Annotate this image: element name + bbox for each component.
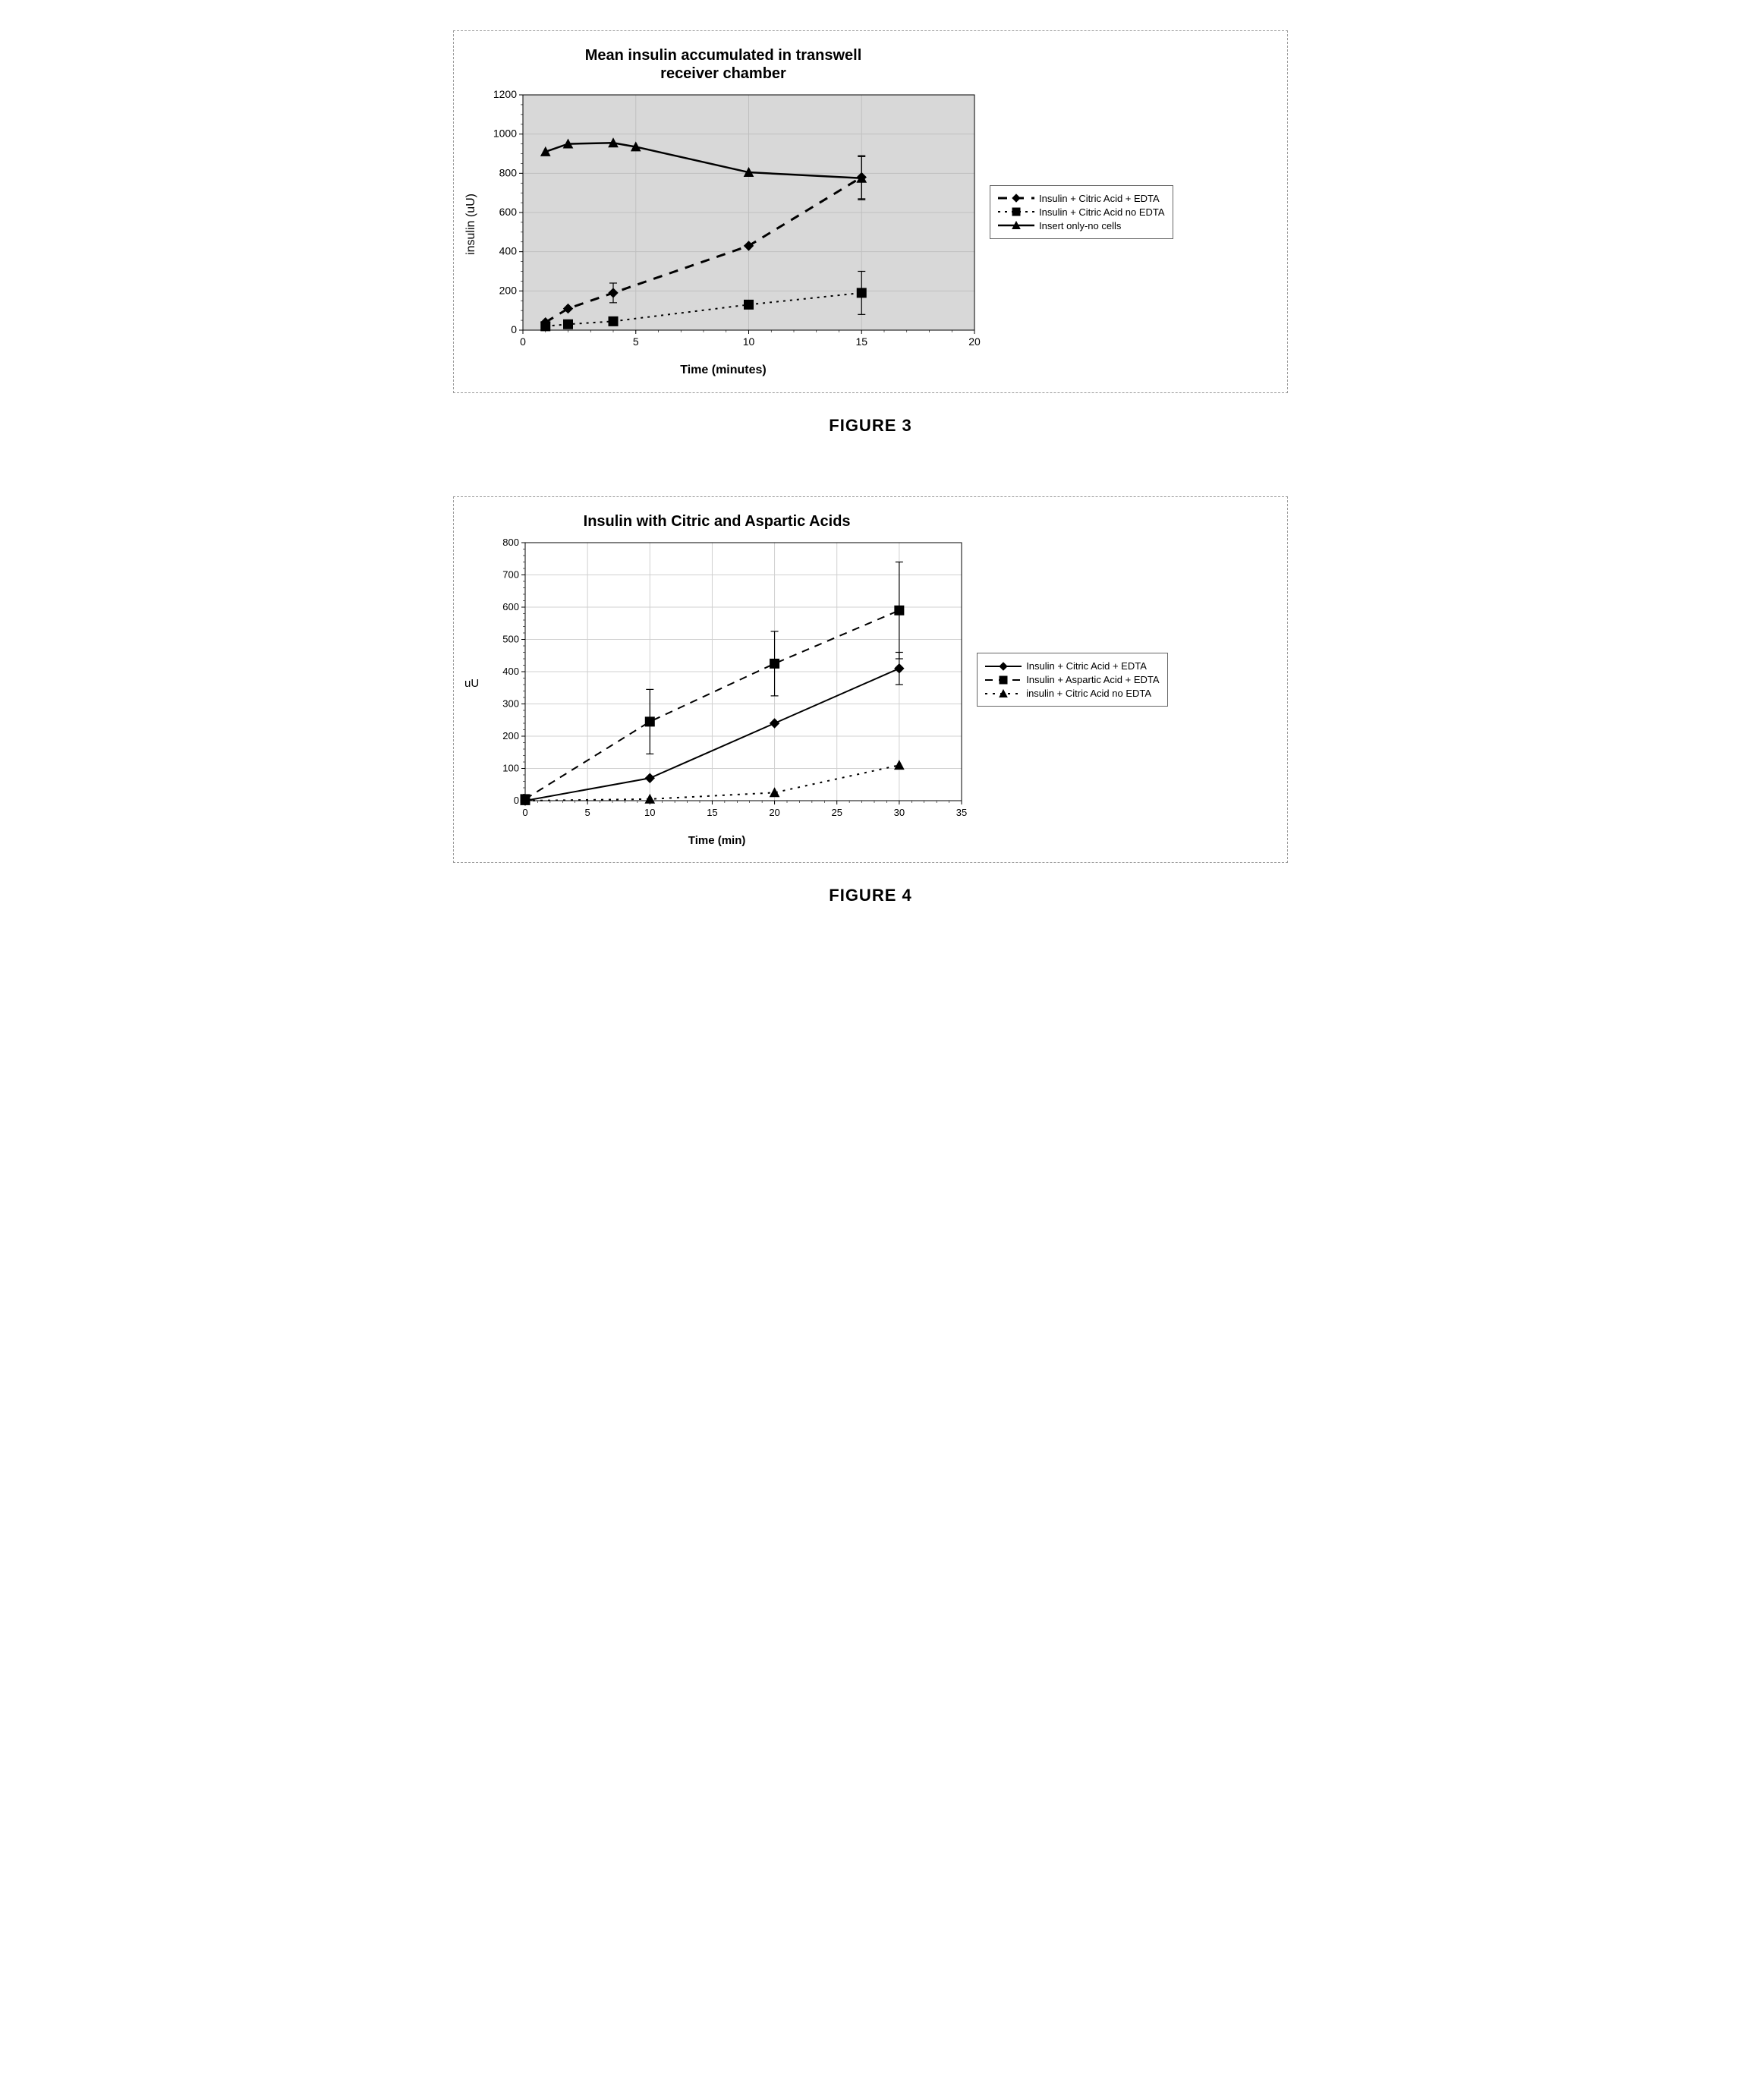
legend-label: insulin + Citric Acid no EDTA bbox=[1026, 688, 1151, 699]
svg-text:30: 30 bbox=[894, 807, 905, 818]
legend-item: Insulin + Citric Acid + EDTA bbox=[998, 193, 1165, 204]
svg-text:0: 0 bbox=[511, 323, 517, 335]
figure-3: Mean insulin accumulated in transwellrec… bbox=[453, 30, 1288, 436]
svg-text:700: 700 bbox=[502, 569, 519, 581]
chart-4-svg: 0 5 10 15 20 25 30 35 0 100 200 300 400 500 600 700 800 bbox=[483, 535, 969, 831]
legend-item: insulin + Citric Acid no EDTA bbox=[985, 688, 1159, 699]
y-axis-label: uU bbox=[464, 677, 479, 690]
figure-4-caption: FIGURE 4 bbox=[453, 886, 1288, 905]
svg-text:10: 10 bbox=[743, 335, 755, 348]
svg-text:300: 300 bbox=[502, 698, 519, 710]
svg-text:500: 500 bbox=[502, 634, 519, 645]
svg-text:20: 20 bbox=[770, 807, 780, 818]
figure-3-chart-block: Mean insulin accumulated in transwellrec… bbox=[464, 46, 982, 377]
legend-item: Insulin + Aspartic Acid + EDTA bbox=[985, 674, 1159, 685]
chart-title: Mean insulin accumulated in transwellrec… bbox=[585, 46, 862, 83]
legend-label: Insulin + Citric Acid no EDTA bbox=[1039, 206, 1165, 218]
legend-4: Insulin + Citric Acid + EDTA Insulin + As… bbox=[977, 653, 1167, 707]
legend-item: Insulin + Citric Acid no EDTA bbox=[998, 206, 1165, 218]
svg-text:0: 0 bbox=[514, 795, 519, 806]
svg-text:200: 200 bbox=[502, 730, 519, 741]
legend-label: Insert only-no cells bbox=[1039, 220, 1121, 231]
figure-3-caption: FIGURE 3 bbox=[453, 416, 1288, 436]
svg-text:5: 5 bbox=[585, 807, 590, 818]
svg-text:5: 5 bbox=[633, 335, 639, 348]
legend-label: Insulin + Citric Acid + EDTA bbox=[1039, 193, 1160, 204]
svg-text:15: 15 bbox=[855, 335, 867, 348]
svg-text:600: 600 bbox=[499, 206, 518, 218]
svg-text:0: 0 bbox=[523, 807, 528, 818]
legend-3: Insulin + Citric Acid + EDTA Insulin + Ci… bbox=[990, 185, 1173, 239]
legend-label: Insulin + Aspartic Acid + EDTA bbox=[1026, 674, 1159, 685]
svg-text:200: 200 bbox=[499, 284, 518, 296]
chart-3-svg: 05101520020040060080010001200 bbox=[481, 87, 982, 360]
svg-text:800: 800 bbox=[499, 166, 518, 178]
figure-4-box: Insulin with Citric and Aspartic Acids u… bbox=[453, 496, 1288, 863]
figure-3-box: Mean insulin accumulated in transwellrec… bbox=[453, 30, 1288, 393]
svg-text:10: 10 bbox=[644, 807, 655, 818]
svg-text:600: 600 bbox=[502, 601, 519, 612]
figure-4-chart-block: Insulin with Citric and Aspartic Acids u… bbox=[464, 512, 969, 847]
legend-item: Insert only-no cells bbox=[998, 220, 1165, 231]
svg-text:400: 400 bbox=[499, 245, 518, 257]
x-axis-label: Time (min) bbox=[688, 834, 746, 847]
chart-title: Insulin with Citric and Aspartic Acids bbox=[584, 512, 851, 531]
svg-text:15: 15 bbox=[707, 807, 717, 818]
svg-text:100: 100 bbox=[502, 763, 519, 774]
svg-text:35: 35 bbox=[956, 807, 967, 818]
svg-text:1200: 1200 bbox=[493, 88, 517, 100]
figure-4: Insulin with Citric and Aspartic Acids u… bbox=[453, 496, 1288, 905]
svg-text:400: 400 bbox=[502, 666, 519, 677]
svg-text:1000: 1000 bbox=[493, 128, 517, 140]
legend-label: Insulin + Citric Acid + EDTA bbox=[1026, 660, 1147, 672]
svg-text:25: 25 bbox=[832, 807, 842, 818]
x-axis-label: Time (minutes) bbox=[680, 364, 767, 377]
svg-text:800: 800 bbox=[502, 537, 519, 548]
svg-text:20: 20 bbox=[968, 335, 981, 348]
svg-text:0: 0 bbox=[520, 335, 526, 348]
y-axis-label: insulin (uU) bbox=[464, 194, 478, 255]
legend-item: Insulin + Citric Acid + EDTA bbox=[985, 660, 1159, 672]
